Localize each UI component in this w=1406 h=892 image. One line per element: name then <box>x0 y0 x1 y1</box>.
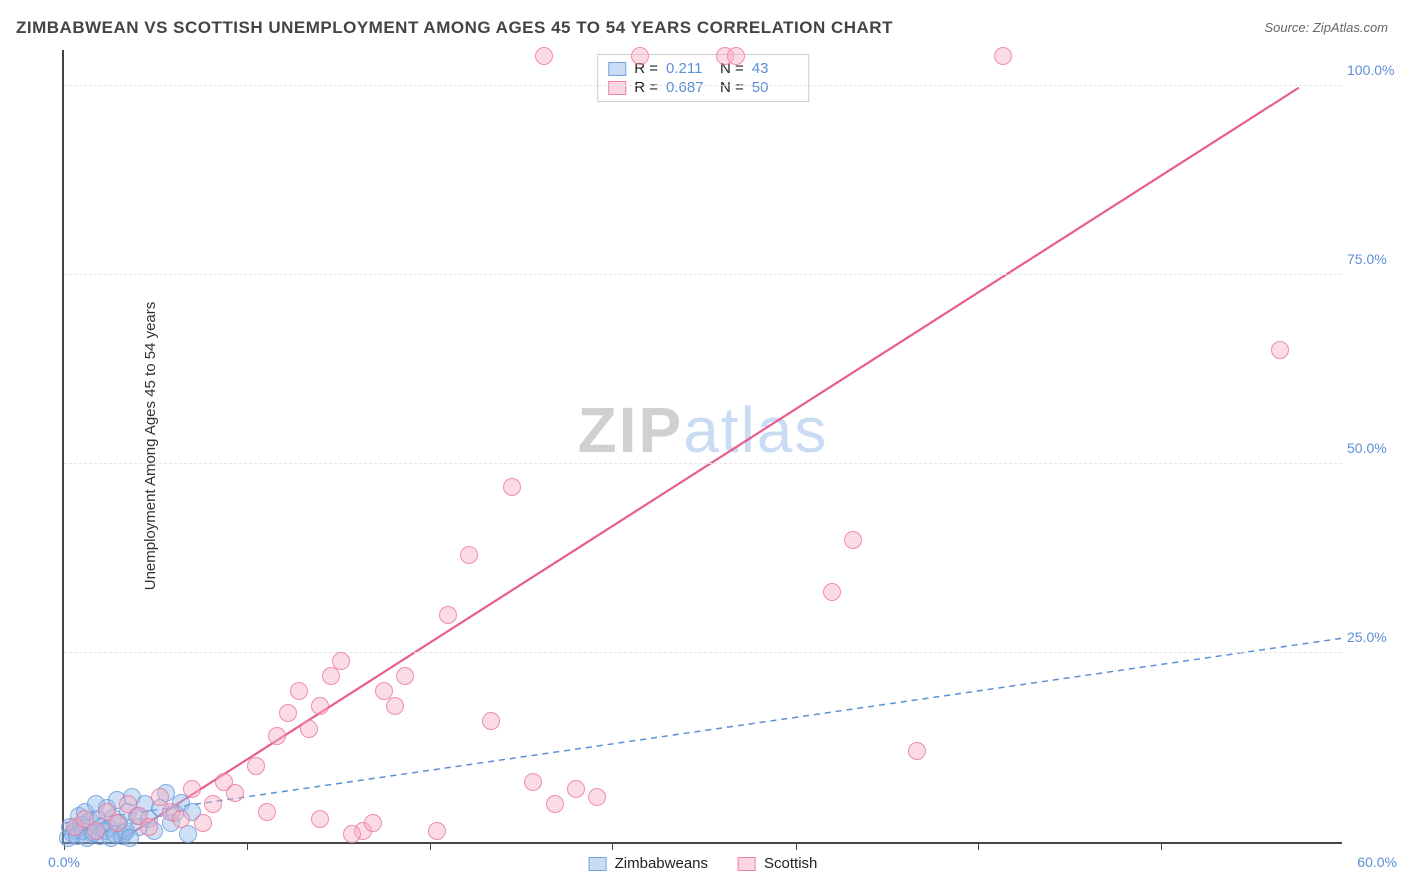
source-attribution: Source: ZipAtlas.com <box>1264 20 1388 35</box>
gridline <box>64 85 1342 86</box>
data-point <box>121 829 139 847</box>
data-point <box>524 773 542 791</box>
watermark: ZIPatlas <box>578 393 829 467</box>
x-tick-label: 0.0% <box>48 854 80 870</box>
n-label: N = <box>720 79 744 96</box>
plot-area: ZIPatlas R = 0.211 N = 43 R = 0.687 N = … <box>62 50 1342 844</box>
watermark-part2: atlas <box>683 394 828 466</box>
data-point <box>567 780 585 798</box>
data-point <box>268 727 286 745</box>
data-point <box>258 803 276 821</box>
legend-label: Zimbabweans <box>615 855 708 872</box>
chart-title: ZIMBABWEAN VS SCOTTISH UNEMPLOYMENT AMON… <box>16 18 893 38</box>
x-tick <box>247 842 248 850</box>
y-tick-label: 100.0% <box>1347 62 1402 78</box>
trend-lines <box>64 50 1342 842</box>
gridline <box>64 274 1342 275</box>
y-tick-label: 25.0% <box>1347 629 1402 645</box>
watermark-part1: ZIP <box>578 394 684 466</box>
data-point <box>908 742 926 760</box>
data-point <box>535 47 553 65</box>
data-point <box>311 697 329 715</box>
data-point <box>439 606 457 624</box>
data-point <box>247 757 265 775</box>
legend-item: Zimbabweans <box>589 855 708 872</box>
x-tick <box>430 842 431 850</box>
data-point <box>364 814 382 832</box>
data-point <box>823 583 841 601</box>
data-point <box>183 780 201 798</box>
data-point <box>290 682 308 700</box>
x-tick <box>612 842 613 850</box>
data-point <box>226 784 244 802</box>
r-value: 0.687 <box>666 79 712 96</box>
data-point <box>727 47 745 65</box>
y-tick-label: 75.0% <box>1347 251 1402 267</box>
legend-swatch-blue <box>589 857 607 871</box>
data-point <box>546 795 564 813</box>
legend-label: Scottish <box>764 855 817 872</box>
data-point <box>87 822 105 840</box>
data-point <box>194 814 212 832</box>
data-point <box>386 697 404 715</box>
x-tick <box>1161 842 1162 850</box>
data-point <box>322 667 340 685</box>
data-point <box>140 818 158 836</box>
data-point <box>631 47 649 65</box>
data-point <box>204 795 222 813</box>
data-point <box>332 652 350 670</box>
data-point <box>1271 341 1289 359</box>
r-value: 0.211 <box>666 60 712 77</box>
n-value: 50 <box>752 79 798 96</box>
data-point <box>300 720 318 738</box>
gridline <box>64 652 1342 653</box>
r-label: R = <box>634 79 658 96</box>
data-point <box>588 788 606 806</box>
data-point <box>172 810 190 828</box>
data-point <box>428 822 446 840</box>
legend-swatch-blue <box>608 62 626 76</box>
n-value: 43 <box>752 60 798 77</box>
x-tick-label: 60.0% <box>1357 854 1397 870</box>
y-tick-label: 50.0% <box>1347 440 1402 456</box>
data-point <box>279 704 297 722</box>
data-point <box>311 810 329 828</box>
x-tick <box>796 842 797 850</box>
data-point <box>460 546 478 564</box>
gridline <box>64 463 1342 464</box>
data-point <box>503 478 521 496</box>
legend-row: R = 0.687 N = 50 <box>608 78 798 97</box>
legend-swatch-pink <box>738 857 756 871</box>
data-point <box>844 531 862 549</box>
data-point <box>482 712 500 730</box>
series-legend: Zimbabweans Scottish <box>589 855 818 872</box>
x-tick <box>978 842 979 850</box>
legend-swatch-pink <box>608 81 626 95</box>
data-point <box>108 814 126 832</box>
data-point <box>343 825 361 843</box>
correlation-legend: R = 0.211 N = 43 R = 0.687 N = 50 <box>597 54 809 102</box>
legend-item: Scottish <box>738 855 817 872</box>
data-point <box>396 667 414 685</box>
data-point <box>994 47 1012 65</box>
